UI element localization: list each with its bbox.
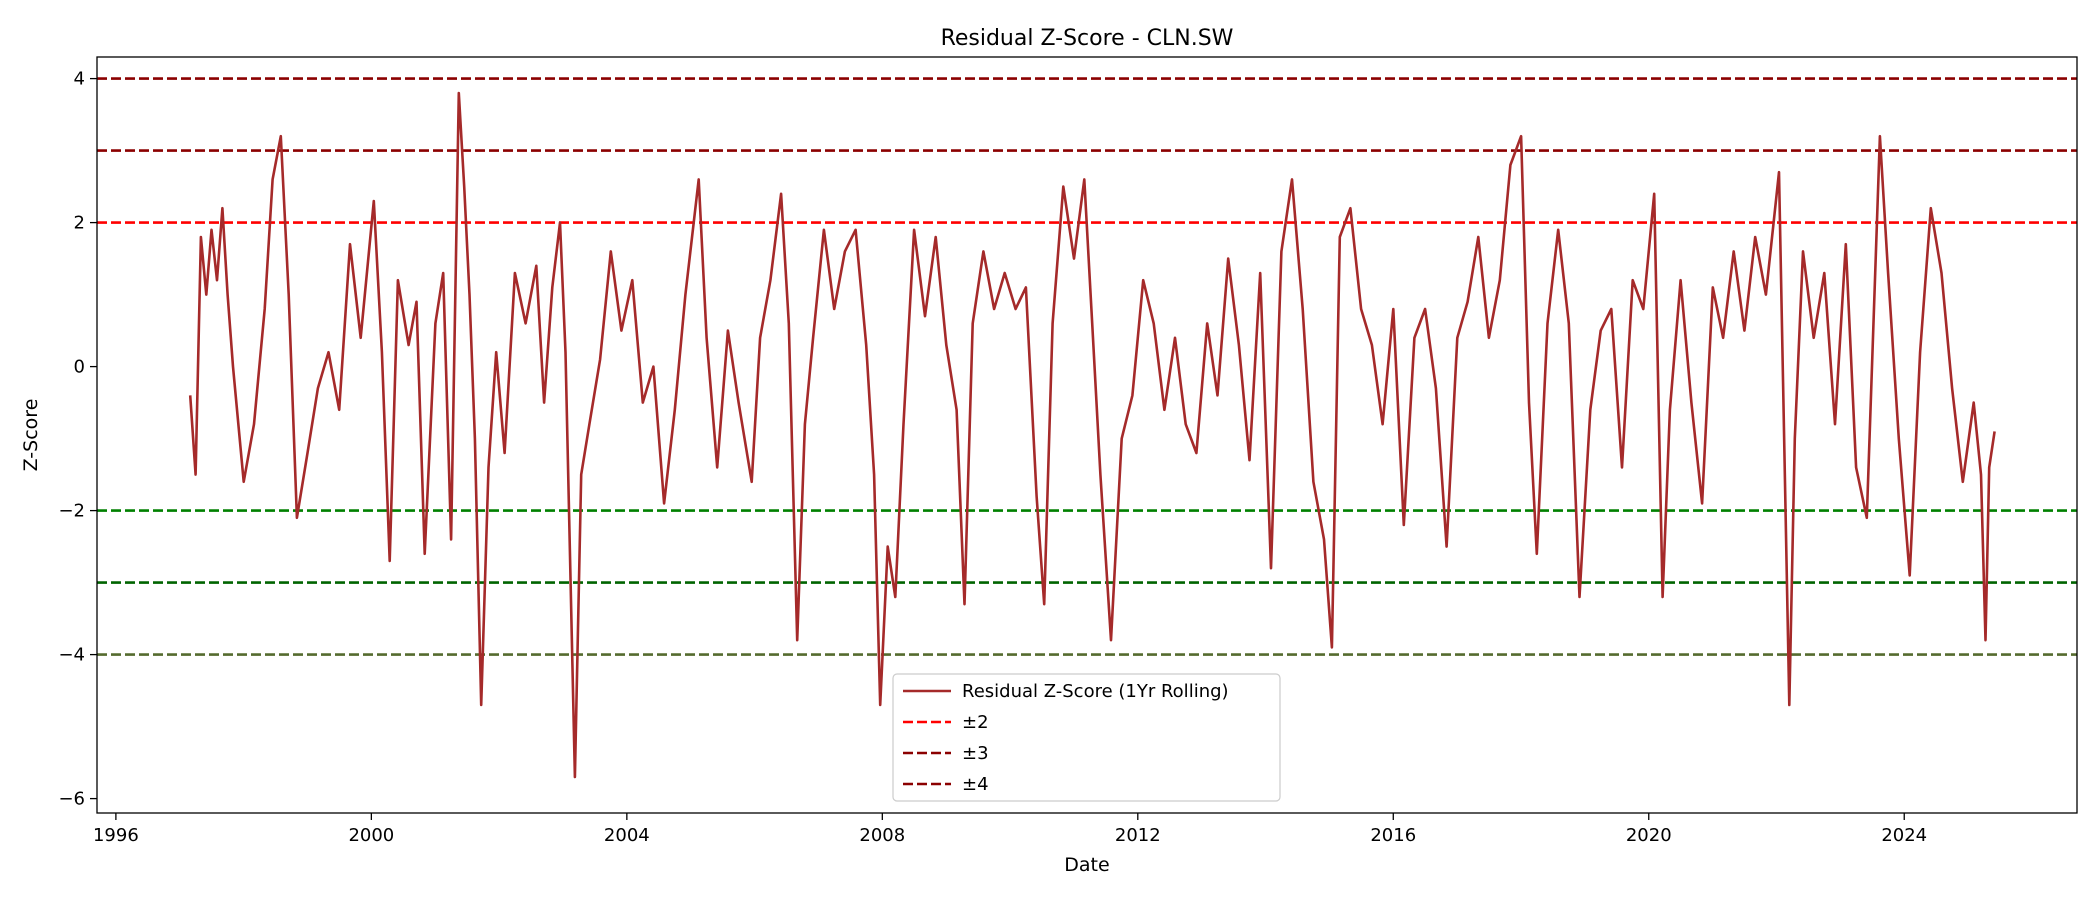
legend-label-1: ±2 [962, 712, 989, 733]
x-tick-label: 2004 [604, 825, 650, 846]
x-tick-label: 2008 [859, 825, 905, 846]
legend-label-2: ±3 [962, 743, 989, 764]
legend: Residual Z-Score (1Yr Rolling) ±2 ±3 ±4 [892, 673, 1281, 802]
x-tick-label: 1996 [93, 825, 139, 846]
x-axis-ticks: 1996 2000 2004 2008 2012 2016 2020 2024 [93, 813, 1927, 846]
y-tick-label: 0 [74, 357, 85, 378]
x-tick-label: 2024 [1881, 825, 1927, 846]
y-axis-ticks: −6 −4 −2 0 2 4 [58, 69, 97, 810]
x-tick-label: 2012 [1115, 825, 1161, 846]
y-axis-label: Z-Score [20, 399, 42, 472]
plot-area-frame [96, 56, 2078, 814]
y-tick-label: 2 [74, 213, 85, 234]
chart-title: Residual Z-Score - CLN.SW [941, 26, 1234, 51]
legend-label-3: ±4 [962, 774, 989, 795]
x-tick-label: 2016 [1370, 825, 1416, 846]
series-line-0 [188, 91, 1996, 779]
y-tick-label: −2 [58, 501, 85, 522]
legend-box [892, 673, 1281, 802]
series-group [188, 91, 1996, 779]
y-tick-label: 4 [74, 69, 85, 90]
legend-label-0: Residual Z-Score (1Yr Rolling) [962, 681, 1229, 702]
x-tick-label: 2000 [348, 825, 394, 846]
x-tick-label: 2020 [1626, 825, 1672, 846]
y-tick-label: −4 [58, 645, 85, 666]
x-axis-label: Date [1064, 854, 1109, 876]
y-tick-label: −6 [58, 789, 85, 810]
